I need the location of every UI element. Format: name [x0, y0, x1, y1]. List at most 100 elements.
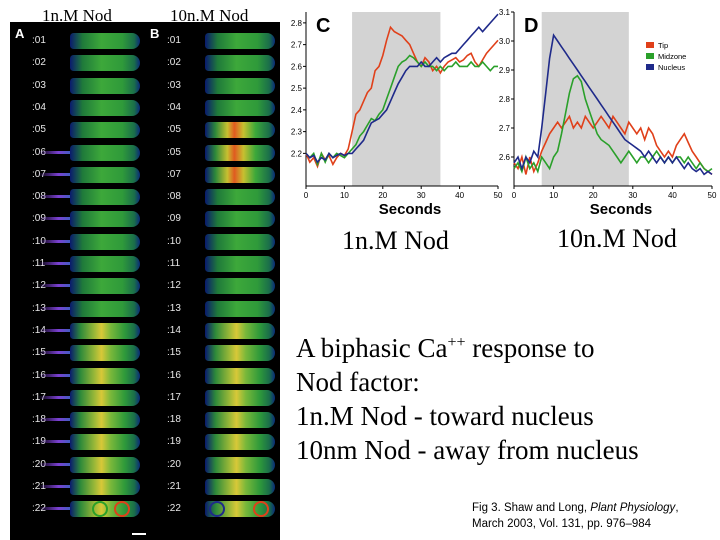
- frame-row: :02: [145, 52, 280, 74]
- legend-label-tip: Tip: [658, 41, 668, 50]
- frame-time-label: :03: [167, 79, 181, 91]
- frame-row: :07: [145, 164, 280, 186]
- panel-a-image-series: A :01:02:03:04:05:06:07:08:09:10:11:12:1…: [10, 22, 145, 540]
- root-hair-cell: [70, 77, 140, 94]
- frame-time-label: :02: [32, 57, 46, 69]
- citation-comma: ,: [675, 502, 679, 514]
- frame-row: :20: [10, 454, 145, 476]
- x-tick-label: 0: [304, 191, 309, 200]
- root-hair-cell: [205, 189, 275, 206]
- root-hair-cell: [70, 122, 140, 139]
- frame-row: :10: [145, 231, 280, 253]
- frame-row: :03: [145, 75, 280, 97]
- x-tick-label: 20: [378, 191, 387, 200]
- frame-row: :12: [145, 275, 280, 297]
- y-tick-label: 2.8: [499, 95, 511, 104]
- frame-time-label: :16: [167, 369, 181, 381]
- frame-time-label: :20: [167, 458, 181, 470]
- root-hair-tail: [38, 239, 72, 243]
- series-line-nucleus: [513, 33, 713, 176]
- stimulus-shaded-region: [352, 12, 441, 186]
- y-tick-label: 3.0: [499, 37, 511, 46]
- frame-row: :08: [10, 186, 145, 208]
- summary-line-1-sup: ++: [447, 334, 466, 351]
- panel-b-label: B: [150, 26, 160, 41]
- frame-row: :04: [10, 97, 145, 119]
- frame-row: :16: [145, 365, 280, 387]
- frame-row: :15: [10, 342, 145, 364]
- frame-row: :08: [145, 186, 280, 208]
- region-marker-circle: [92, 501, 108, 518]
- legend-swatch-tip: [646, 42, 654, 48]
- root-hair-tail: [38, 395, 72, 399]
- frame-time-label: :17: [167, 391, 181, 403]
- citation-volume: March 2003, Vol. 131, pp. 976–984: [472, 518, 652, 530]
- frame-time-label: :01: [32, 35, 46, 46]
- root-hair-cell: [205, 55, 275, 72]
- citation-authors: Fig 3. Shaw and Long,: [472, 502, 591, 514]
- legend-label-midzone: Midzone: [658, 52, 686, 61]
- frame-time-label: :13: [167, 302, 181, 314]
- root-hair-cell: [70, 256, 140, 272]
- frame-row: :18: [10, 409, 145, 431]
- frame-row: :09: [10, 208, 145, 230]
- root-hair-cell: [205, 367, 275, 384]
- frame-row: :21: [145, 476, 280, 498]
- root-hair-cell: [205, 166, 275, 183]
- x-tick-label: 50: [708, 191, 717, 200]
- frame-time-label: :03: [32, 79, 46, 91]
- summary-line-1-post: response to: [465, 333, 595, 363]
- x-axis-label: Seconds: [590, 201, 653, 218]
- frame-row: :02: [10, 52, 145, 74]
- y-tick-label: 2.5: [291, 84, 303, 93]
- frame-row: :10: [10, 231, 145, 253]
- frame-row: :01: [145, 30, 280, 52]
- root-hair-tail: [38, 262, 72, 265]
- frame-row: :21: [10, 476, 145, 498]
- frame-row: :19: [10, 431, 145, 453]
- root-hair-cell: [205, 233, 275, 250]
- root-hair-tail: [38, 351, 72, 355]
- root-hair-tail: [38, 217, 72, 221]
- root-hair-cell: [205, 479, 275, 495]
- left-column-header: 1n.M Nod: [42, 6, 112, 25]
- root-hair-tail: [38, 418, 72, 422]
- frame-time-label: :08: [167, 191, 181, 203]
- root-hair-tail: [38, 150, 72, 154]
- frame-row: :05: [145, 142, 280, 164]
- frame-row: :22: [10, 498, 145, 520]
- legend-swatch-midzone: [646, 53, 654, 59]
- root-hair-cell: [205, 434, 275, 451]
- frame-row: :17: [10, 387, 145, 409]
- root-hair-cell: [70, 479, 140, 495]
- root-hair-cell: [70, 300, 140, 317]
- frame-time-label: :12: [167, 280, 181, 292]
- chart-title: C: [316, 15, 330, 37]
- frame-row: :11: [145, 253, 280, 275]
- frame-time-label: :18: [167, 414, 181, 426]
- legend-label-nucleus: Nucleus: [658, 63, 685, 72]
- frame-time-label: :19: [167, 436, 181, 448]
- frame-time-label: :04: [32, 101, 46, 113]
- frame-time-label: :09: [167, 213, 181, 225]
- y-tick-label: 2.6: [291, 62, 303, 71]
- root-hair-tail: [38, 462, 72, 466]
- root-hair-cell: [205, 211, 275, 228]
- y-tick-label: 2.6: [499, 153, 511, 162]
- frame-time-label: :02: [167, 57, 181, 69]
- frame-row: :19: [145, 431, 280, 453]
- root-hair-cell: [205, 144, 275, 161]
- frame-row: :01: [10, 30, 145, 52]
- x-tick-label: 30: [417, 191, 426, 200]
- frame-time-label: :22: [167, 503, 181, 515]
- root-hair-tail: [38, 306, 72, 310]
- root-hair-cell: [205, 456, 275, 473]
- root-hair-tail: [38, 440, 72, 444]
- frame-row: :13: [145, 298, 280, 320]
- root-hair-cell: [70, 233, 140, 250]
- series-line-tip: [305, 25, 499, 169]
- panel-b-image-series: B :01:02:03:04:05:05:07:08:09:10:11:12:1…: [145, 22, 280, 540]
- root-hair-tail: [38, 328, 72, 332]
- right-column-header: 10n.M Nod: [170, 6, 249, 25]
- chart-d-caption: 10n.M Nod: [557, 224, 677, 253]
